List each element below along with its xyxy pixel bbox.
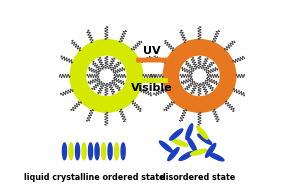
Ellipse shape <box>159 141 172 152</box>
Ellipse shape <box>170 129 183 140</box>
Text: disordered state: disordered state <box>160 173 235 182</box>
Ellipse shape <box>198 134 212 144</box>
Circle shape <box>87 56 126 95</box>
Ellipse shape <box>62 143 67 160</box>
Ellipse shape <box>209 153 224 161</box>
Ellipse shape <box>69 143 73 160</box>
Ellipse shape <box>179 151 194 160</box>
Ellipse shape <box>172 139 188 146</box>
Ellipse shape <box>108 143 112 160</box>
Ellipse shape <box>186 124 193 140</box>
Ellipse shape <box>188 137 197 152</box>
Text: Visible: Visible <box>131 83 173 93</box>
Ellipse shape <box>102 143 105 160</box>
Circle shape <box>70 40 143 112</box>
Ellipse shape <box>168 148 179 161</box>
Ellipse shape <box>197 126 208 139</box>
Ellipse shape <box>82 143 86 160</box>
Ellipse shape <box>206 143 216 157</box>
Ellipse shape <box>115 143 119 160</box>
Ellipse shape <box>190 149 207 155</box>
Circle shape <box>163 40 236 112</box>
Ellipse shape <box>88 143 93 160</box>
Text: liquid crystalline ordered state: liquid crystalline ordered state <box>24 173 164 182</box>
Ellipse shape <box>95 143 99 160</box>
Ellipse shape <box>121 143 125 160</box>
Text: UV: UV <box>143 46 161 56</box>
Circle shape <box>180 56 219 95</box>
Ellipse shape <box>75 143 80 160</box>
